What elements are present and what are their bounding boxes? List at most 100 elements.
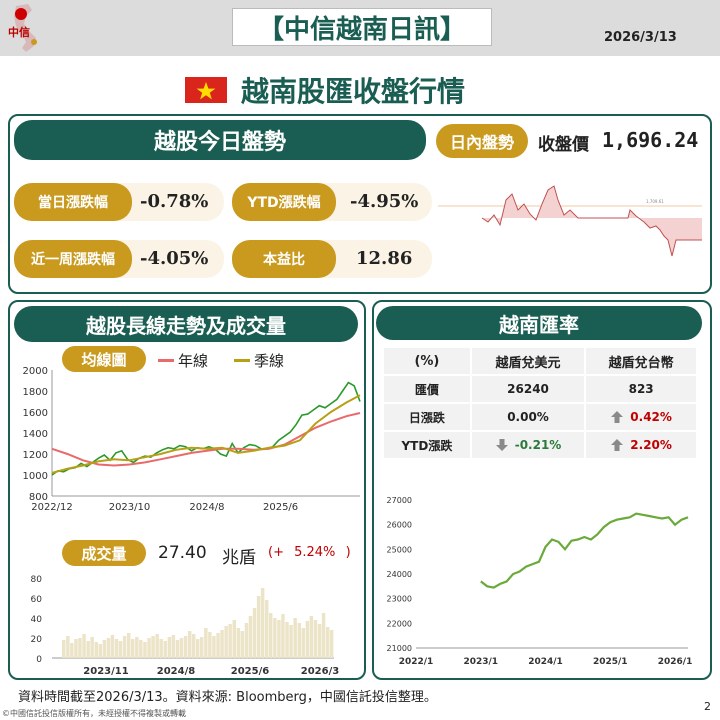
- legend-annual: 年線: [158, 350, 208, 371]
- y-tick-label: 27000: [387, 496, 412, 505]
- fx-row-rate: 匯價 26240 823: [384, 376, 696, 402]
- volume-bar: [277, 620, 281, 658]
- page-number: 2: [704, 700, 711, 713]
- fx-daily-usd: 0.00%: [471, 404, 585, 430]
- report-date: 2026/3/13: [604, 30, 677, 45]
- y-tick-label: 2000: [23, 366, 48, 377]
- volume-change-value: 5.24%: [294, 545, 336, 560]
- fx-table: (%) 越盾兌美元 越盾兌台幣 匯價 26240 823 日漲跌 0.00% 0…: [382, 346, 698, 460]
- volume-bar: [143, 642, 147, 658]
- intraday-area: [482, 186, 702, 256]
- volume-bar: [252, 608, 257, 658]
- fx-row-label: 日漲跌: [384, 404, 470, 430]
- fx-ytd-twd: 2.20%: [630, 437, 672, 452]
- volume-bar: [208, 632, 212, 658]
- ma-chart-label: 均線圖: [62, 346, 146, 372]
- volume-bar: [66, 636, 70, 658]
- top-bar: 中信 【中信越南日訊】 2026/3/13: [0, 0, 720, 56]
- volume-bar: [309, 616, 314, 658]
- x-tick-label: 2023/11: [83, 666, 128, 677]
- volume-bar: [240, 631, 245, 658]
- volume-bar: [216, 633, 220, 658]
- volume-bar: [301, 628, 305, 658]
- x-tick-label: 2025/6: [263, 502, 298, 513]
- y-tick-label: 1800: [23, 387, 48, 398]
- close-value: 1,696.24: [602, 128, 699, 152]
- volume-bar: [110, 635, 115, 658]
- fx-usd-chart: 21000 22000 23000 24000 25000 26000 27000 2022/…: [387, 496, 693, 667]
- volume-change: (+ 5.24% ): [268, 545, 351, 560]
- volume-bar: [159, 639, 163, 658]
- volume-bar: [200, 637, 204, 658]
- volume-bar: [155, 634, 159, 658]
- volume-bar: [74, 639, 78, 658]
- volume-label: 成交量: [62, 540, 146, 566]
- close-label: 收盤價: [538, 135, 589, 155]
- fx-ytd-usd: -0.21%: [514, 437, 562, 452]
- volume-bar: [163, 641, 167, 658]
- y-tick-label: 1600: [23, 408, 48, 419]
- intraday-line: [481, 185, 702, 257]
- volume-bar: [167, 637, 172, 658]
- y-tick-label: 1200: [23, 450, 48, 461]
- y-tick-label: 23000: [387, 595, 412, 604]
- y-tick-label: 21000: [387, 644, 412, 653]
- x-tick-label: 2023/1: [463, 657, 498, 667]
- volume-bar: [171, 635, 176, 658]
- fx-header-usd: 越盾兌美元: [471, 348, 585, 374]
- legend-quarter: 季線: [234, 350, 284, 371]
- x-tick-label: 2024/1: [528, 657, 563, 667]
- volume-bar: [78, 638, 82, 658]
- legend-annual-text: 年線: [178, 352, 209, 370]
- volume-unit: 兆盾: [222, 548, 256, 568]
- x-tick-label: 2026/1: [658, 657, 693, 667]
- volume-bar: [106, 638, 111, 658]
- volume-bar: [232, 620, 236, 658]
- fx-header-pct: (%): [384, 348, 470, 374]
- fx-ytd-usd-cell: -0.21%: [471, 432, 585, 458]
- volume-bar: [196, 639, 200, 658]
- fx-rate-usd: 26240: [471, 376, 585, 402]
- volume-bar: [139, 640, 143, 658]
- market-today-title: 越股今日盤勢: [14, 120, 426, 160]
- fx-row-label: 匯價: [384, 376, 470, 402]
- volume-bar: [228, 624, 232, 658]
- y-tick-label: 25000: [387, 545, 412, 554]
- vietnam-flag-icon: [185, 77, 227, 103]
- volume-bar: [82, 634, 86, 658]
- volume-bar: [204, 628, 208, 658]
- volume-bar: [325, 627, 330, 658]
- logo-text: 中信: [8, 26, 30, 39]
- volume-change-close: ): [345, 545, 351, 560]
- fx-ytd-twd-cell: 2.20%: [586, 432, 696, 458]
- arrow-up-icon: [611, 411, 624, 424]
- y-tick-label: 20: [31, 635, 43, 645]
- fx-row-label: YTD漲跌: [384, 432, 470, 458]
- volume-chart: 0 20 40 60 80 2023/11 2024/8 2025/6 2026/3: [31, 575, 340, 677]
- volume-bar: [187, 631, 192, 658]
- stat-label-week: 近一周漲跌幅: [14, 240, 132, 278]
- x-tick-label: 2026/3: [301, 666, 339, 677]
- x-tick-label: 2025/6: [231, 666, 269, 677]
- volume-bar: [305, 621, 310, 658]
- fx-header-row: (%) 越盾兌美元 越盾兌台幣: [384, 348, 696, 374]
- volume-change-open: (+: [268, 545, 284, 560]
- arrow-down-icon: [495, 439, 508, 452]
- fx-daily-twd: 0.42%: [630, 409, 672, 424]
- headline: 越南股匯收盤行情: [185, 70, 545, 110]
- volume-bar: [94, 642, 98, 658]
- y-tick-label: 0: [36, 655, 42, 665]
- volume-bar: [98, 644, 102, 658]
- volume-bar: [313, 620, 318, 658]
- volume-bar: [269, 613, 273, 658]
- volume-bar: [224, 626, 228, 658]
- x-tick-label: 2022/1: [399, 657, 434, 667]
- volume-bar: [285, 622, 289, 658]
- volume-bar: [293, 618, 297, 658]
- fx-daily-twd-cell: 0.42%: [586, 404, 696, 430]
- fx-series-line-0: [480, 512, 689, 589]
- intraday-ref-label: 1,709.61: [646, 199, 664, 204]
- volume-bar: [175, 640, 180, 658]
- x-tick-label: 2024/8: [157, 666, 195, 677]
- volume-bar: [281, 614, 285, 658]
